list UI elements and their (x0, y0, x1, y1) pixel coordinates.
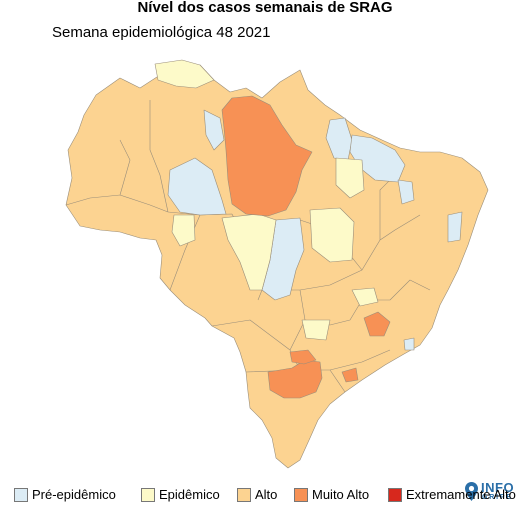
region-epidemico-1 (154, 59, 215, 89)
legend-swatch (14, 488, 28, 502)
region-muito-alto-4 (363, 311, 391, 337)
map-legend: Pré-epidêmico Epidêmico Alto Muito Alto … (0, 486, 530, 504)
location-pin-icon (465, 482, 478, 501)
region-muito-alto-3 (289, 349, 317, 365)
region-pre-epidemico-2 (203, 109, 225, 151)
legend-label: Epidêmico (159, 487, 220, 502)
region-muito-alto-2 (267, 359, 323, 399)
region-epidemico-4 (335, 157, 365, 199)
legend-swatch (294, 488, 308, 502)
legend-label: Pré-epidêmico (32, 487, 116, 502)
region-epidemico-6 (351, 287, 379, 307)
region-pre-epidemico-7 (447, 211, 463, 243)
logo-text-info: INFO (481, 480, 515, 495)
region-muito-alto-5 (341, 367, 359, 383)
legend-swatch (141, 488, 155, 502)
map-title: Nível dos casos semanais de SRAG (137, 0, 393, 16)
map-subtitle: Semana epidemiológica 48 2021 (52, 24, 271, 41)
legend-label: Alto (255, 487, 278, 502)
legend-label: Muito Alto (312, 487, 370, 502)
brazil-map (65, 59, 489, 469)
region-pre-epidemico-1 (167, 157, 227, 216)
region-muito-alto-1 (221, 95, 313, 217)
region-pre-epidemico-6 (397, 179, 415, 205)
region-epidemico-5 (171, 214, 196, 247)
legend-swatch (388, 488, 402, 502)
region-pre-epidemico-4 (349, 134, 406, 183)
region-epidemico-3 (309, 207, 355, 263)
region-pre-epidemico-8 (403, 337, 415, 351)
region-epidemico-7 (301, 319, 331, 341)
logo-text-gripe: GRIPE (482, 494, 513, 501)
region-epidemico-2 (221, 213, 277, 291)
infogripe-logo: INFO GRIPE (465, 481, 525, 503)
legend-label: Extremamente Alto (406, 487, 516, 502)
legend-swatch (237, 488, 251, 502)
